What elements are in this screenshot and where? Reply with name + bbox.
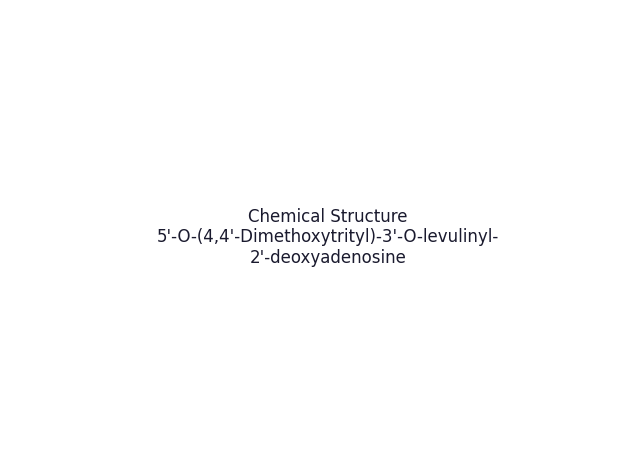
Text: Chemical Structure
5'-O-(4,4'-Dimethoxytrityl)-3'-O-levulinyl-
2'-deoxyadenosine: Chemical Structure 5'-O-(4,4'-Dimethoxyt… <box>157 208 499 267</box>
